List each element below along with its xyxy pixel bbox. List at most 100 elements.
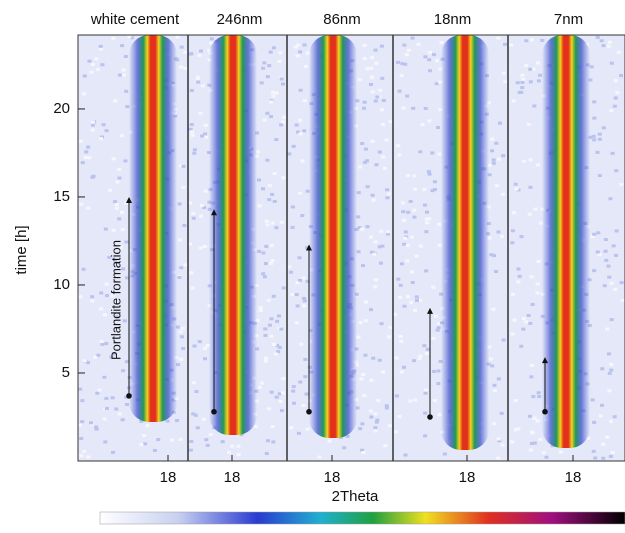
noise — [121, 267, 126, 271]
noise — [178, 164, 183, 168]
noise — [608, 454, 613, 458]
noise — [296, 130, 301, 134]
noise — [125, 105, 130, 109]
noise — [501, 154, 506, 158]
noise — [532, 104, 537, 108]
noise — [379, 229, 384, 233]
noise — [404, 53, 409, 57]
noise — [437, 222, 442, 226]
noise — [420, 123, 425, 127]
noise — [97, 388, 102, 392]
noise — [606, 44, 611, 48]
noise — [431, 369, 436, 373]
noise — [497, 439, 502, 443]
noise — [399, 370, 404, 374]
noise — [281, 82, 286, 86]
noise — [500, 443, 505, 447]
noise — [592, 269, 597, 273]
formation-start — [306, 408, 312, 415]
noise — [396, 144, 401, 148]
noise — [206, 151, 211, 155]
noise — [269, 244, 274, 248]
noise — [277, 59, 282, 63]
noise — [437, 322, 442, 326]
noise — [189, 439, 194, 443]
noise — [499, 411, 504, 415]
noise — [370, 250, 375, 254]
colorbar — [99, 511, 625, 525]
noise — [124, 395, 129, 399]
noise — [436, 369, 441, 373]
noise — [373, 240, 378, 244]
noise — [418, 244, 423, 248]
noise — [442, 452, 447, 456]
noise — [112, 352, 117, 356]
noise — [355, 99, 360, 103]
noise — [614, 169, 619, 173]
noise — [362, 57, 367, 61]
noise — [279, 327, 284, 331]
noise — [188, 242, 193, 246]
noise — [602, 284, 607, 288]
noise — [512, 318, 517, 322]
noise — [591, 449, 596, 453]
noise — [528, 67, 533, 71]
noise — [424, 230, 429, 234]
noise — [124, 276, 129, 280]
noise — [183, 66, 188, 70]
noise — [114, 203, 119, 207]
noise — [124, 403, 129, 407]
noise — [524, 320, 529, 324]
noise — [422, 187, 427, 191]
noise — [365, 185, 370, 189]
noise — [521, 327, 526, 331]
noise — [403, 453, 408, 457]
noise — [79, 436, 84, 440]
noise — [90, 299, 95, 303]
noise — [592, 100, 597, 104]
noise — [432, 399, 437, 403]
noise — [535, 282, 540, 286]
noise — [297, 256, 302, 260]
noise — [510, 292, 515, 296]
noise — [195, 426, 200, 430]
noise — [410, 281, 415, 285]
noise — [262, 118, 267, 122]
noise — [278, 400, 283, 404]
peak-streak — [209, 35, 257, 435]
noise — [297, 191, 302, 195]
noise — [513, 428, 518, 432]
noise — [399, 339, 404, 343]
noise — [78, 295, 83, 299]
noise — [411, 359, 416, 363]
noise — [538, 437, 543, 441]
noise — [369, 415, 374, 419]
noise — [558, 450, 563, 454]
noise — [90, 123, 95, 127]
noise — [410, 270, 415, 274]
noise — [596, 231, 601, 235]
noise — [82, 74, 87, 78]
noise — [107, 255, 112, 259]
noise — [299, 342, 304, 346]
noise — [401, 106, 406, 110]
noise — [275, 319, 280, 323]
noise — [100, 63, 105, 67]
noise — [601, 442, 606, 446]
noise — [423, 391, 428, 395]
noise — [424, 352, 429, 356]
noise — [609, 281, 614, 285]
noise — [370, 90, 375, 94]
noise — [614, 229, 619, 233]
noise — [277, 326, 282, 330]
noise — [597, 132, 602, 136]
peak-streak — [441, 35, 489, 450]
panels — [78, 35, 625, 461]
noise — [183, 263, 188, 267]
noise — [113, 259, 118, 263]
noise — [519, 235, 524, 239]
noise — [104, 396, 109, 400]
noise — [423, 411, 428, 415]
noise — [516, 427, 521, 431]
arrow-head — [542, 357, 548, 364]
